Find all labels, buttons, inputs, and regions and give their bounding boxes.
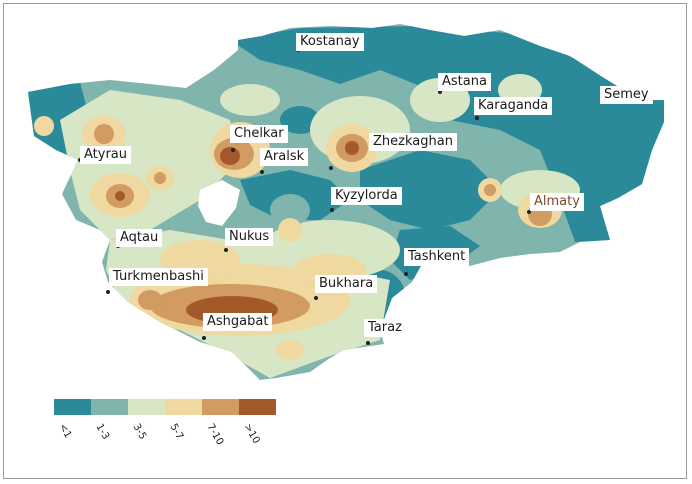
city-dot-turkmenbashi	[106, 290, 110, 294]
city-label-ashgabat: Ashgabat	[203, 313, 273, 331]
city-dot-almaty	[527, 210, 531, 214]
city-dot-chelkar	[231, 148, 235, 152]
city-dot-tashkent	[404, 272, 408, 276]
city-dot-kyzylorda	[330, 208, 334, 212]
city-label-chelkar: Chelkar	[230, 125, 288, 143]
city-label-astana: Astana	[438, 73, 491, 91]
city-label-taraz: Taraz	[364, 319, 406, 337]
legend-swatch-7to10	[202, 399, 239, 415]
city-label-karaganda: Karaganda	[474, 97, 553, 115]
city-label-aralsk: Aralsk	[260, 148, 309, 166]
city-dot-ashgabat	[202, 336, 206, 340]
legend	[54, 399, 276, 415]
city-dot-karaganda	[475, 116, 479, 120]
city-dot-bukhara	[314, 296, 318, 300]
city-dot-astana	[438, 90, 442, 94]
city-label-turkmenbashi: Turkmenbashi	[109, 268, 208, 286]
city-dot-zhezkaghan	[329, 166, 333, 170]
legend-swatch-lt1	[54, 399, 91, 415]
city-label-bukhara: Bukhara	[315, 275, 378, 293]
legend-swatch-1to3	[91, 399, 128, 415]
city-label-atyrau: Atyrau	[80, 146, 132, 164]
city-label-nukus: Nukus	[225, 228, 274, 246]
city-label-tashkent: Tashkent	[404, 248, 470, 266]
city-label-zhezkaghan: Zhezkaghan	[369, 133, 457, 151]
city-label-semey: Semey	[600, 86, 653, 104]
legend-swatch-gt10	[239, 399, 276, 415]
city-dot-nukus	[224, 248, 228, 252]
city-label-kostanay: Kostanay	[296, 33, 364, 51]
city-dot-taraz	[366, 341, 370, 345]
city-label-aqtau: Aqtau	[116, 229, 163, 247]
city-label-almaty: Almaty	[530, 193, 584, 211]
legend-swatch-5to7	[165, 399, 202, 415]
city-dot-aralsk	[260, 170, 264, 174]
legend-swatch-3to5	[128, 399, 165, 415]
city-label-kyzylorda: Kyzylorda	[331, 187, 402, 205]
zone-lt1-center	[360, 150, 500, 230]
aral-sea	[198, 180, 240, 226]
